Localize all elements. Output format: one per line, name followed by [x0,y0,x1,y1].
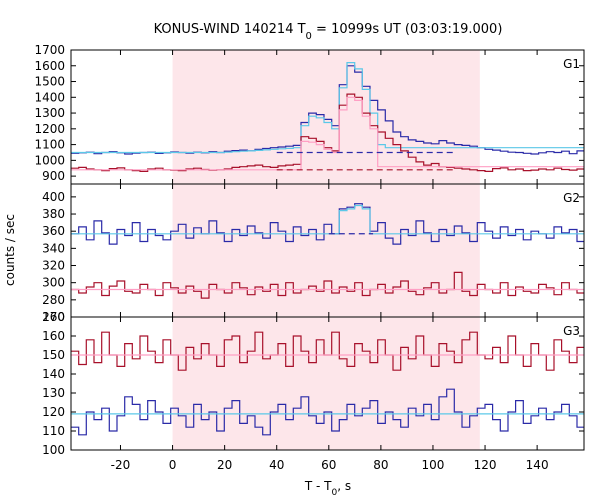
y-axis-label: counts / sec [3,214,17,286]
x-axis-label: T - T0, s [304,479,351,498]
panel-frame [70,316,585,451]
y-tick-label: 1700 [34,43,65,57]
y-tick-label: 1600 [34,59,65,73]
y-tick-label: 170 [42,310,65,324]
chart-title: KONUS-WIND 140214 T0 = 10999s UT (03:03:… [154,22,503,42]
y-tick-label: 280 [42,293,65,307]
x-tick-label: 120 [474,458,497,472]
y-tick-label: 380 [42,207,65,221]
plot-area: 90010001100120013001400150016001700G1260… [34,43,585,472]
x-tick-label: 100 [422,458,445,472]
x-tick-label: 80 [373,458,388,472]
y-tick-label: 300 [42,276,65,290]
y-tick-label: 340 [42,241,65,255]
y-tick-label: 1200 [34,122,65,136]
y-tick-label: 260 [42,310,65,324]
series-blue [71,388,584,436]
x-tick-label: 60 [321,458,336,472]
series-red [71,271,584,299]
y-tick-label: 1000 [34,153,65,167]
interval-highlight [172,50,480,450]
series-blue [71,203,584,245]
y-tick-label: 400 [42,190,65,204]
x-tick-label: 40 [269,458,284,472]
x-tick-label: 20 [217,458,232,472]
panel-label: G3 [563,324,580,338]
y-tick-label: 1300 [34,106,65,120]
y-tick-label: 1500 [34,75,65,89]
x-tick-label: -20 [111,458,131,472]
panel-label: G2 [563,191,580,205]
y-tick-label: 160 [42,329,65,343]
series-blue [71,65,584,155]
series-red [71,93,584,172]
y-tick-label: 360 [42,224,65,238]
x-tick-label: 0 [169,458,177,472]
y-tick-label: 1400 [34,90,65,104]
y-tick-label: 1100 [34,138,65,152]
panel-label: G1 [563,57,580,71]
y-tick-label: 100 [42,443,65,457]
y-tick-label: 120 [42,405,65,419]
y-tick-label: 320 [42,259,65,273]
x-tick-label: 140 [526,458,549,472]
y-tick-label: 140 [42,367,65,381]
y-tick-label: 150 [42,348,65,362]
series-cyan [71,62,584,154]
y-tick-label: 130 [42,386,65,400]
y-tick-label: 900 [42,169,65,183]
series-cyan [71,204,584,235]
y-tick-label: 110 [42,424,65,438]
